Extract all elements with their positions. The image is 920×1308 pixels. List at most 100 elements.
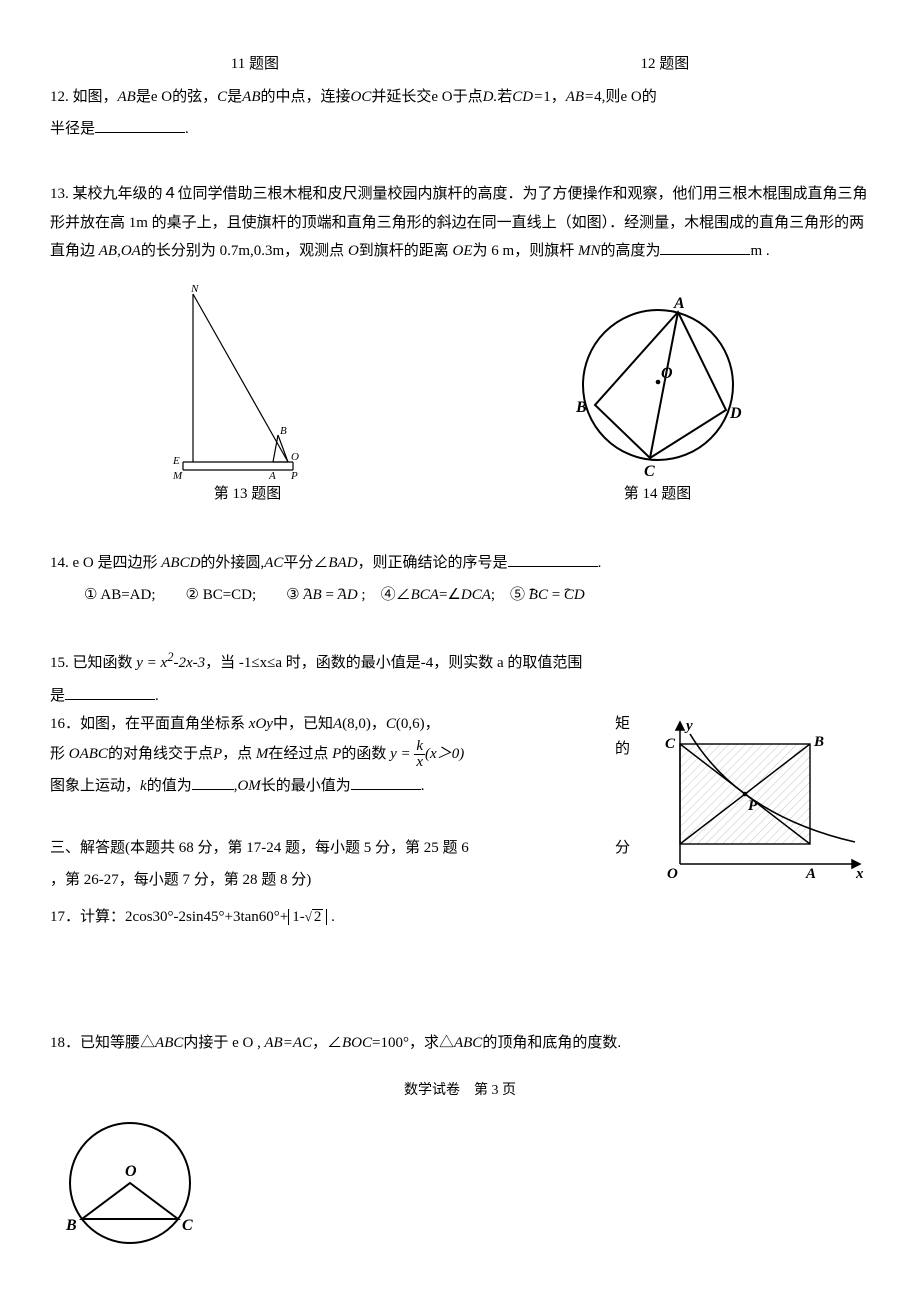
fig14-D: D	[729, 405, 742, 422]
q16-num: 16．	[50, 716, 80, 732]
q15-blank	[65, 684, 155, 700]
q18-line: 18．已知等腰△ABC内接于 e O , AB=AC，∠BOC=100°，求△A…	[50, 1029, 870, 1058]
q16-kv: k	[140, 778, 147, 794]
q12-line1: 12. 如图，AB是e O的弦，C是AB的中点，连接OC并延长交e O于点D.若…	[50, 83, 870, 112]
q12-AB: AB	[118, 89, 136, 105]
q18-abac: AB=AC	[261, 1035, 312, 1051]
q17-abs-a: 1-	[292, 909, 305, 925]
q16-oabc: OABC	[65, 746, 108, 762]
q14-abcd: ABCD	[158, 555, 201, 571]
q12-b: 是	[136, 89, 151, 105]
cap14: 第 14 题图	[624, 480, 692, 509]
q12-D: D.	[483, 89, 498, 105]
q16-blank1	[192, 774, 234, 790]
q16-P2: P	[328, 746, 341, 762]
page-footer: 数学试卷 第 3 页	[50, 1078, 870, 1105]
q13-unit: m .	[750, 243, 769, 259]
q14-blank	[508, 551, 598, 567]
fig16-O: O	[667, 866, 678, 882]
fig16-C: C	[665, 736, 676, 752]
q16-r1: 矩	[615, 714, 630, 735]
q13-m3: 为 6 m，则旗杆	[473, 243, 575, 259]
q12-ABeq: AB=	[566, 89, 594, 105]
fig14-wrap: A B C D O 第 14 题图	[558, 290, 758, 509]
q16-apt: (8,0)	[342, 716, 371, 732]
q12-OC: OC	[351, 89, 372, 105]
q14-eq: =	[322, 587, 338, 603]
fig13-N: N	[190, 283, 199, 295]
q14-eq2: =∠	[439, 587, 461, 603]
fig13-svg: N B O A P E M	[163, 280, 333, 480]
q16-l3b: 的值为	[147, 778, 192, 794]
q16-l3a: 图象上运动，	[50, 778, 140, 794]
q16-frac: kx	[414, 739, 425, 770]
fig14-C: C	[644, 463, 655, 480]
q12-circ3: e O	[620, 89, 641, 105]
fig16-y: y	[684, 718, 693, 734]
q12-circ2: e O	[431, 89, 452, 105]
caption-12: 12 题图	[640, 50, 689, 79]
q13-m1: 的长分别为 0.7m,0.3m，观测点	[141, 243, 344, 259]
q16-b: 中，已知	[273, 716, 333, 732]
q14-dca: DCA	[461, 587, 491, 603]
q15-line1: 15. 已知函数 y = x2-2x-3，当 -1≤x≤a 时，函数的最小值是-…	[50, 646, 870, 678]
q16-l2a: 形	[50, 746, 65, 762]
fig18-B: B	[65, 1217, 77, 1234]
fig16-A: A	[805, 866, 816, 882]
q16-c: ，	[425, 716, 440, 732]
q16-xoy: xOy	[245, 716, 273, 732]
fig18-C: C	[182, 1217, 193, 1234]
fig14-svg: A B C D O	[558, 290, 758, 480]
q13-blank	[660, 239, 750, 255]
q14-bad: BAD	[328, 555, 357, 571]
fig16-x: x	[855, 866, 864, 882]
fig-row-13-14: N B O A P E M 第 13 题图 A B C D	[50, 280, 870, 509]
q14-s: ; ④∠	[358, 587, 411, 603]
q18-circ: e O	[228, 1035, 257, 1051]
q16-p: .	[421, 778, 425, 794]
q13-o: O	[344, 243, 359, 259]
q15-b: ，当 -1≤x≤a 时，函数的最小值是-4，则实数 a 的取值范围	[205, 655, 582, 671]
q17-num: 17．	[50, 909, 80, 925]
q14-options: ① AB=AD; ② BC=CD; ③ ⌢AB = ⌢AD ; ④∠BCA=∠D…	[84, 581, 870, 610]
q14-opt12: ① AB=AD; ② BC=CD; ③	[84, 587, 303, 603]
q12-C: C	[217, 89, 227, 105]
q12-d: 是	[227, 89, 242, 105]
q12-c: 的弦，	[172, 89, 217, 105]
q16-blank2	[351, 774, 421, 790]
q16-om: OM	[237, 778, 260, 794]
caption-row-top: 11 题图 12 题图	[50, 50, 870, 79]
fig13-M: M	[172, 470, 183, 480]
q18-num: 18．	[50, 1035, 80, 1051]
q14-bca: BCA	[411, 587, 439, 603]
q16-C: C	[386, 716, 396, 732]
q14-line: 14. e O 是四边形 ABCD的外接圆,AC平分∠BAD，则正确结论的序号是…	[50, 549, 870, 578]
q12-j: 的	[642, 89, 657, 105]
fig13-P: P	[290, 470, 298, 480]
q16-r2: 的	[615, 739, 630, 760]
q16-yeq: y =	[386, 746, 414, 762]
q17-line: 17．计算：2cos30°-2sin45°+3tan60°+1-√2 .	[50, 903, 870, 932]
q16-M: M	[252, 746, 268, 762]
q15-a: 已知函数	[73, 655, 137, 671]
q12-circ: e O	[151, 89, 172, 105]
q15-num: 15.	[50, 655, 73, 671]
q16-l2d: 在经过点	[268, 746, 328, 762]
q12-line2: 半径是.	[50, 115, 870, 144]
fig18-O: O	[125, 1163, 137, 1180]
cap13: 第 13 题图	[214, 480, 282, 509]
q12-h: 若	[497, 89, 512, 105]
fig16-svg: y x O A B C P	[640, 714, 870, 884]
q12-e: 的中点，连接	[260, 89, 350, 105]
q12-1: 1	[543, 89, 551, 105]
q13-oe: OE	[449, 243, 473, 259]
q12-AB2: AB	[242, 89, 260, 105]
q15-p: .	[155, 688, 159, 704]
q16-paren: (x＞0)	[425, 746, 464, 762]
q16-A: A	[333, 716, 342, 732]
q18-f: 的顶角和底角的度数.	[482, 1035, 621, 1051]
q12-f: 并延长交	[371, 89, 431, 105]
q14-b: 的外接圆,	[200, 555, 264, 571]
q12-tail: 半径是	[50, 121, 95, 137]
q18-e: =100°，求△	[372, 1035, 454, 1051]
